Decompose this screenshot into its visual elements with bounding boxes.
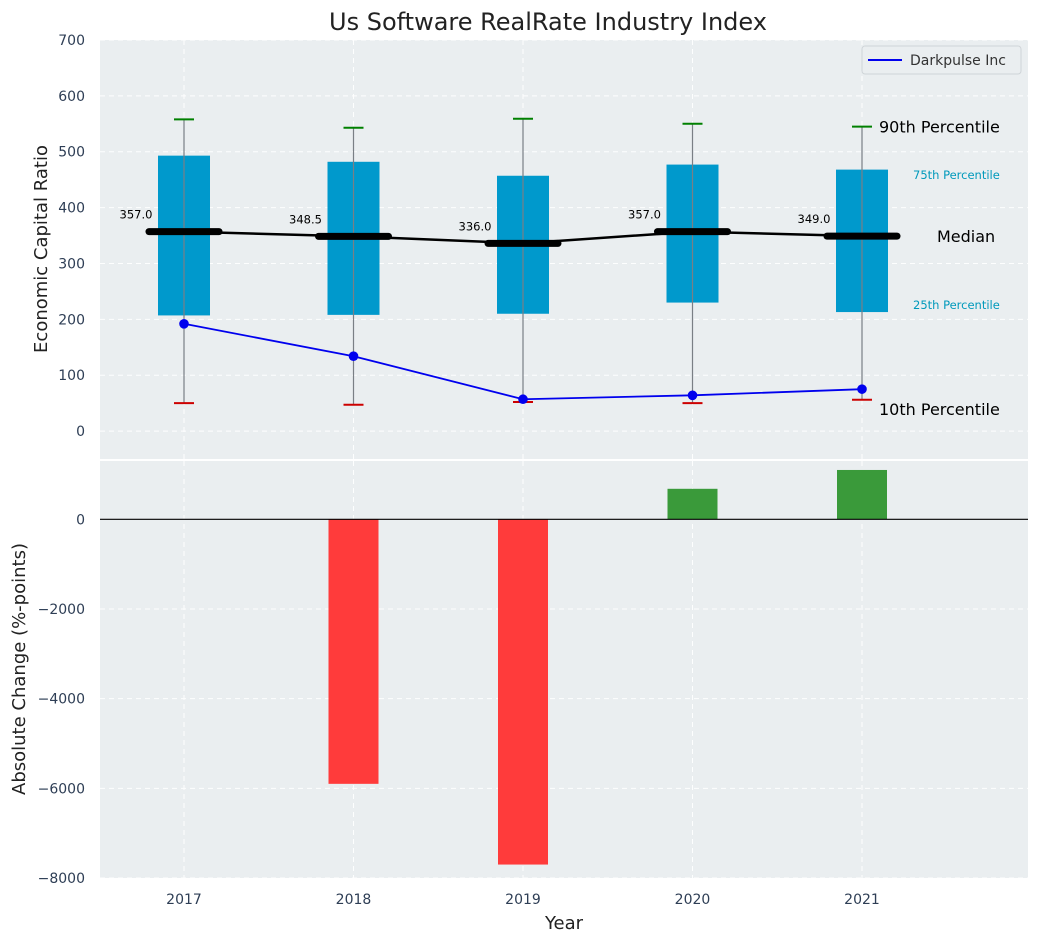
median-value-label: 357.0 — [120, 208, 153, 222]
x-tick-label: 2018 — [336, 892, 372, 908]
annotation-median: Median — [937, 227, 995, 246]
annotation-p75: 75th Percentile — [913, 168, 1000, 182]
x-tick-label: 2020 — [675, 892, 711, 908]
top-y-axis-label: Economic Capital Ratio — [31, 145, 52, 353]
bottom-y-tick-label: −2000 — [38, 602, 85, 618]
legend-box — [861, 45, 1022, 75]
top-y-tick-label: 300 — [58, 256, 85, 272]
top-y-tick-label: 500 — [58, 145, 85, 161]
top-y-tick-label: 100 — [58, 368, 85, 384]
series-point — [857, 384, 867, 394]
series-point — [687, 390, 698, 401]
series-point — [348, 351, 359, 362]
top-y-tick-label: 400 — [58, 201, 85, 217]
top-y-tick-label: 200 — [58, 312, 85, 328]
median-value-label: 357.0 — [628, 208, 661, 222]
median-value-label: 336.0 — [459, 219, 492, 233]
median-value-label: 348.5 — [289, 212, 322, 226]
change-bar — [498, 519, 548, 865]
annotation-p25: 25th Percentile — [913, 298, 1000, 312]
annotation-p10: 10th Percentile — [879, 400, 1000, 419]
bottom-y-tick-label: −4000 — [38, 692, 85, 708]
bottom-plot-area — [100, 461, 1028, 878]
bottom-y-tick-label: 0 — [76, 512, 85, 528]
top-y-tick-label: 0 — [76, 424, 85, 440]
change-bar — [837, 469, 887, 520]
top-plot-area — [100, 40, 1028, 459]
x-tick-label: 2021 — [844, 892, 880, 908]
bottom-y-tick-label: −6000 — [38, 781, 85, 797]
annotation-p90: 90th Percentile — [879, 118, 1000, 137]
x-axis-label: Year — [544, 913, 584, 934]
bottom-y-axis-label: Absolute Change (%-points) — [9, 543, 30, 795]
legend-entry: Darkpulse Inc — [910, 53, 1006, 69]
series-point — [179, 319, 189, 329]
top-y-tick-label: 700 — [58, 33, 85, 49]
x-tick-label: 2017 — [166, 892, 202, 908]
median-value-label: 349.0 — [798, 212, 831, 226]
chart-title: Us Software RealRate Industry Index — [329, 8, 767, 36]
bottom-y-tick-label: −8000 — [38, 871, 85, 887]
series-point — [518, 394, 528, 405]
top-y-tick-label: 600 — [58, 89, 85, 105]
change-bar — [667, 488, 718, 520]
change-bar — [328, 519, 379, 784]
x-tick-label: 2019 — [505, 892, 541, 908]
